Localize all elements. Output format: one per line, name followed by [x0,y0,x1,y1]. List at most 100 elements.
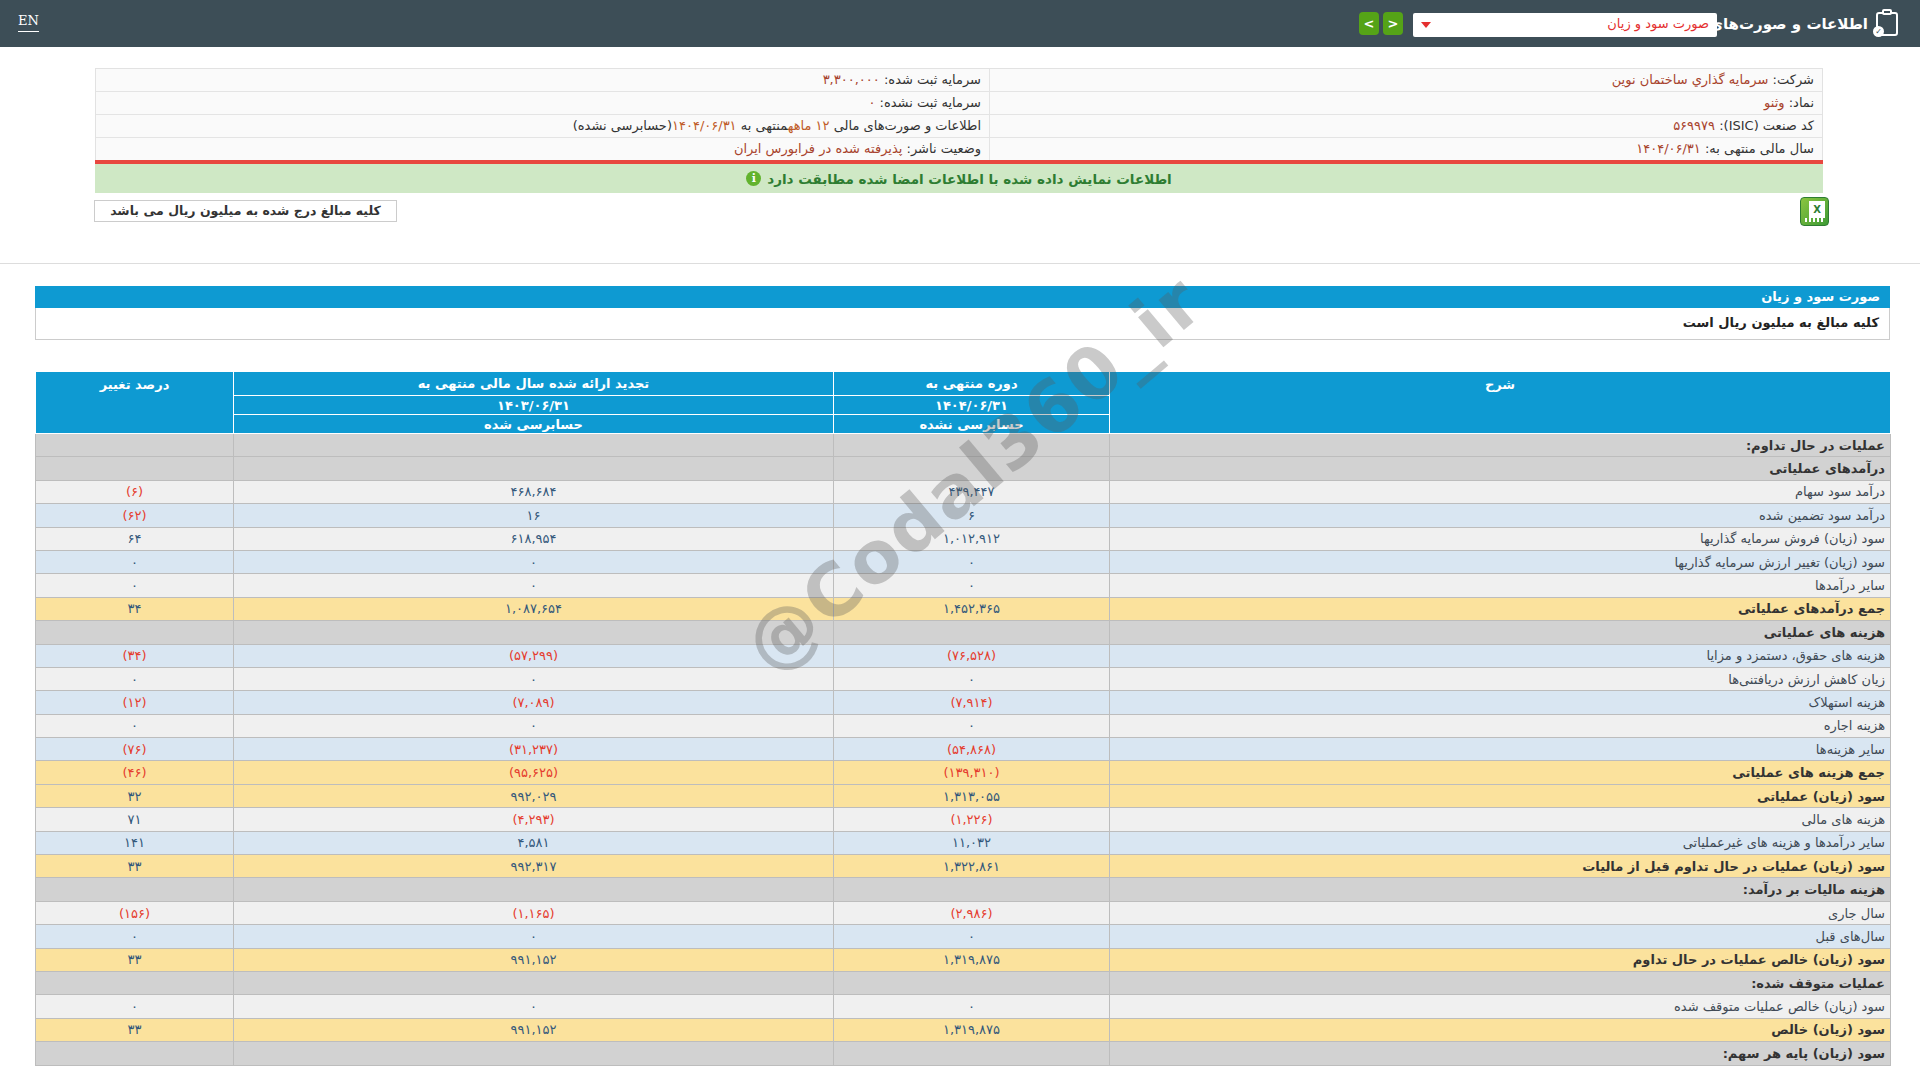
row-value [36,621,234,644]
row-value: ۰ [834,995,1110,1018]
row-label: زیان کاهش ارزش دریافتنی‌ها [1110,667,1891,690]
table-row: هزینه اجاره۰۰۰ [36,714,1891,737]
row-label: جمع درآمدهای عملیاتی [1110,597,1891,620]
row-label: درآمد سود سهام [1110,480,1891,503]
row-value: (۱۳۹,۳۱۰) [834,761,1110,784]
row-value: ۶۴ [36,527,234,550]
col-header-restated-audit: حسابرسی شده [234,415,834,434]
row-value: ۱۴۱ [36,831,234,854]
section-row: درآمدهای عملیاتی [36,457,1891,480]
row-value: (۴۶) [36,761,234,784]
row-value: ۹۹۲,۰۲۹ [234,784,834,807]
excel-export-icon[interactable]: X [1800,197,1829,226]
row-label: سود (زیان) عملیات در حال تداوم قبل از ما… [1110,855,1891,878]
row-value: (۶۲) [36,504,234,527]
row-value: (۱,۱۶۵) [234,901,834,924]
row-value: (۴,۲۹۳) [234,808,834,831]
chevron-down-icon [1421,22,1431,28]
table-row: سود (زیان) عملیاتی۱,۳۱۳,۰۵۵۹۹۲,۰۲۹۳۲ [36,784,1891,807]
row-label: سود (زیان) عملیاتی [1110,784,1891,807]
language-link[interactable]: EN [18,13,39,32]
signed-info-banner: اطلاعات نمایش داده شده با اطلاعات امضا ش… [95,164,1823,193]
table-row: سود (زیان) عملیات در حال تداوم قبل از ما… [36,855,1891,878]
row-label: سایر هزینه‌ها [1110,738,1891,761]
row-value [234,1042,834,1065]
info-cell: نماد: وثنو [989,92,1822,114]
row-label: سال جاری [1110,901,1891,924]
table-row: هزینه استهلاک(۷,۹۱۴)(۷,۰۸۹)(۱۲) [36,691,1891,714]
row-value [234,457,834,480]
section-divider [0,263,1920,264]
table-row: هزینه های مالی(۱,۲۲۶)(۴,۲۹۳)۷۱ [36,808,1891,831]
table-row: سود (زیان) خالص عملیات در حال تداوم۱,۳۱۹… [36,948,1891,971]
row-value: (۱۵۶) [36,901,234,924]
row-label: درآمدهای عملیاتی [1110,457,1891,480]
row-value: ۹۹۱,۱۵۲ [234,1018,834,1041]
col-header-period-audit: حسابرسی نشده [834,415,1110,434]
row-value: ۴۳۹,۴۴۷ [834,480,1110,503]
row-value [834,434,1110,457]
row-value: (۲,۹۸۶) [834,901,1110,924]
row-label: درآمد سود تضمین شده [1110,504,1891,527]
info-cell: شرکت: سرمایه گذاري ساختمان نوين [989,69,1822,91]
row-value [36,1042,234,1065]
info-row: سال مالی منتهی به: ۱۴۰۴/۰۶/۳۱وضعیت ناشر:… [96,138,1822,161]
row-value: ۱,۴۵۲,۳۶۵ [834,597,1110,620]
info-row: شرکت: سرمایه گذاري ساختمان نوينسرمایه ثب… [96,69,1822,92]
income-statement-table: شرح دوره منتهی به تجدید ارائه شده سال ما… [35,371,1891,1066]
statement-type-select[interactable]: صورت سود و زیان [1413,13,1717,37]
row-value: ۱,۰۱۲,۹۱۲ [834,527,1110,550]
row-label: سود (زیان) تغییر ارزش سرمایه گذاریها [1110,550,1891,573]
row-label: هزینه مالیات بر درآمد: [1110,878,1891,901]
row-value: ۰ [834,667,1110,690]
row-value: ۰ [234,550,834,573]
row-value: ۰ [36,995,234,1018]
row-value: ۰ [234,714,834,737]
info-row: نماد: وثنوسرمایه ثبت نشده: ۰ [96,92,1822,115]
row-value: ۰ [234,574,834,597]
row-label: جمع هزینه های عملیاتی [1110,761,1891,784]
row-value: ۱۱,۰۳۲ [834,831,1110,854]
row-value [834,621,1110,644]
row-value: ۰ [36,574,234,597]
section-row: هزینه های عملیاتی [36,621,1891,644]
row-value: ۳۳ [36,948,234,971]
next-button[interactable]: > [1383,12,1403,35]
table-row: سایر هزینه‌ها(۵۴,۸۶۸)(۳۱,۲۳۷)(۷۶) [36,738,1891,761]
table-row: درآمد سود تضمین شده۶۱۶(۶۲) [36,504,1891,527]
row-value [834,878,1110,901]
clipboard-icon: ✓ [1876,9,1900,37]
col-header-description: شرح [1110,372,1891,434]
row-value: (۷,۰۸۹) [234,691,834,714]
table-row: زیان کاهش ارزش دریافتنی‌ها۰۰۰ [36,667,1891,690]
row-value: (۷۶,۵۲۸) [834,644,1110,667]
row-label: هزینه های حقوق، دستمزد و مزایا [1110,644,1891,667]
info-icon: i [746,171,761,186]
row-label: سود (زیان) خالص [1110,1018,1891,1041]
table-header: شرح دوره منتهی به تجدید ارائه شده سال ما… [36,372,1891,434]
row-label: سود (زیان) پایه هر سهم: [1110,1042,1891,1065]
top-navbar: EN ✓ اطلاعات و صورت‌های مالی صورت سود و … [0,0,1920,47]
section-row: عملیات متوقف شده: [36,971,1891,994]
row-value [834,1042,1110,1065]
row-value: ۴۶۸,۶۸۴ [234,480,834,503]
table-row: سود (زیان) فروش سرمایه گذاریها۱,۰۱۲,۹۱۲۶… [36,527,1891,550]
section-row: عملیات در حال تداوم: [36,434,1891,457]
row-value: ۰ [834,574,1110,597]
table-row: سایر درآمدها۰۰۰ [36,574,1891,597]
row-label: هزینه اجاره [1110,714,1891,737]
row-value [834,457,1110,480]
row-label: سایر درآمدها و هزینه های غیرعملیاتی [1110,831,1891,854]
info-cell: کد صنعت (ISIC): ۵۶۹۹۷۹ [989,115,1822,137]
section-row: هزینه مالیات بر درآمد: [36,878,1891,901]
row-value [36,457,234,480]
row-value: ۳۳ [36,855,234,878]
row-value: ۰ [36,925,234,948]
table-row: سود (زیان) تغییر ارزش سرمایه گذاریها۰۰۰ [36,550,1891,573]
previous-button[interactable]: < [1359,12,1379,35]
row-value: (۵۷,۲۹۹) [234,644,834,667]
info-cell: سال مالی منتهی به: ۱۴۰۴/۰۶/۳۱ [989,138,1822,161]
row-label: هزینه استهلاک [1110,691,1891,714]
row-value: ۹۹۲,۳۱۷ [234,855,834,878]
row-value: ۷۱ [36,808,234,831]
